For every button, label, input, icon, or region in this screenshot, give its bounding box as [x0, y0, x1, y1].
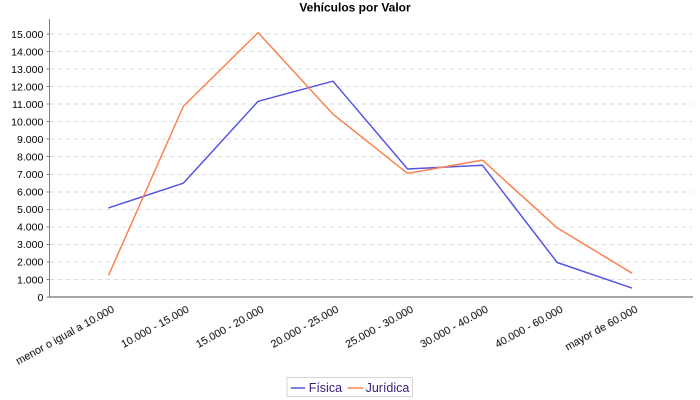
- svg-text:9.000: 9.000: [17, 134, 43, 146]
- svg-text:11.000: 11.000: [12, 99, 43, 111]
- svg-text:12.000: 12.000: [11, 81, 43, 93]
- svg-text:15.000: 15.000: [11, 29, 43, 41]
- svg-text:1.000: 1.000: [17, 274, 43, 286]
- svg-text:0: 0: [37, 292, 43, 304]
- svg-text:8.000: 8.000: [17, 152, 43, 164]
- svg-text:Física: Física: [309, 381, 342, 395]
- svg-text:13.000: 13.000: [11, 64, 43, 76]
- svg-text:2.000: 2.000: [17, 257, 43, 269]
- svg-text:7.000: 7.000: [17, 169, 43, 181]
- svg-text:5.000: 5.000: [17, 204, 43, 216]
- svg-text:14.000: 14.000: [11, 46, 43, 58]
- svg-text:6.000: 6.000: [17, 187, 43, 199]
- svg-text:3.000: 3.000: [17, 239, 43, 251]
- svg-text:10.000: 10.000: [11, 117, 43, 129]
- svg-text:Vehículos por Valor: Vehículos por Valor: [299, 1, 411, 15]
- svg-text:Jurídica: Jurídica: [366, 381, 410, 395]
- svg-text:4.000: 4.000: [17, 222, 43, 234]
